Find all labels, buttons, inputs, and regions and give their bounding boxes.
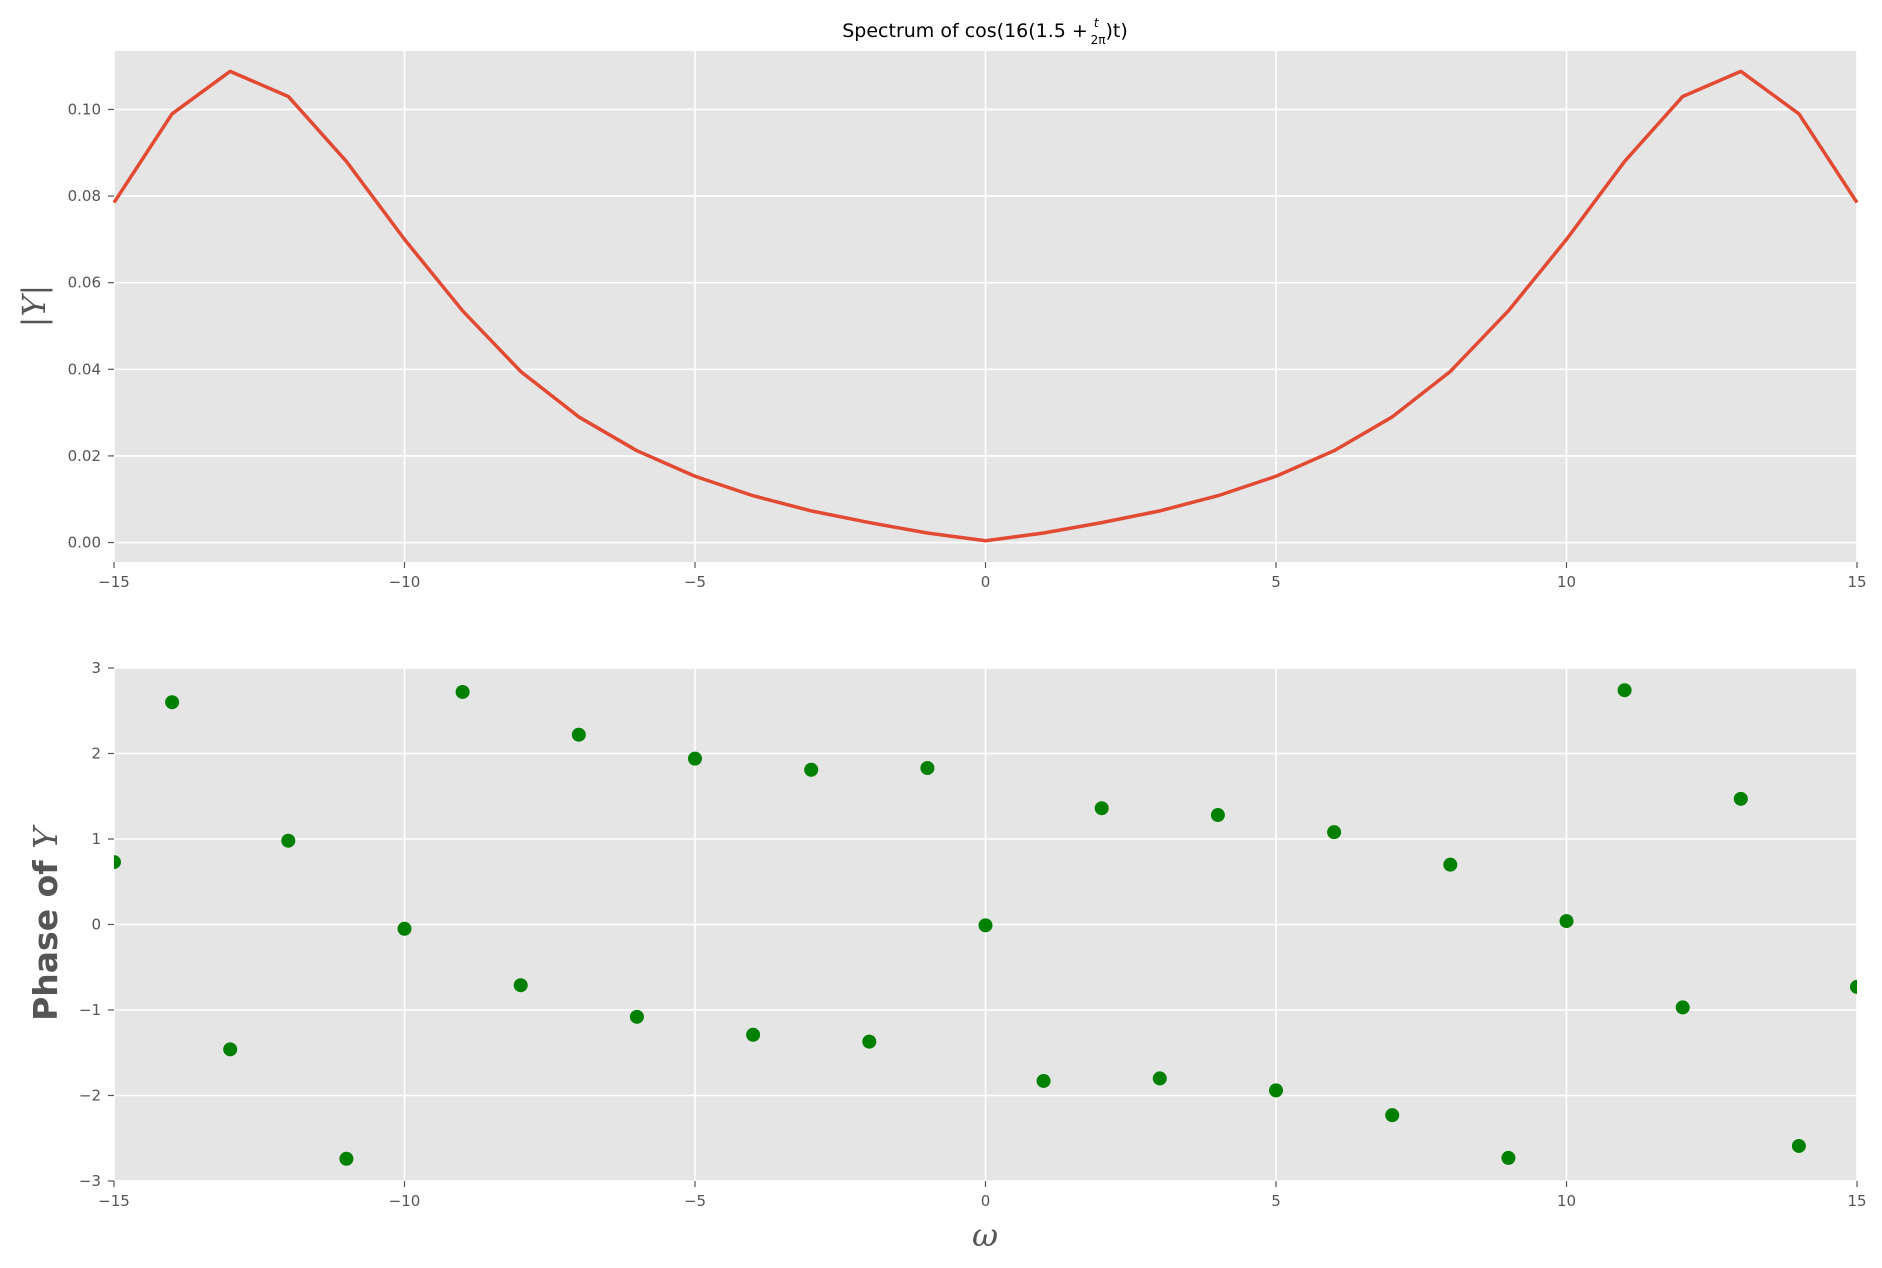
phase-point	[1327, 825, 1342, 840]
phase-point	[1443, 857, 1458, 872]
phase-point	[455, 684, 470, 699]
phase-point	[1850, 979, 1857, 994]
chart-title-frac-den: 2π	[1091, 33, 1106, 47]
phase-y-axis-label: Phase of Y	[26, 824, 65, 1021]
phase-point	[165, 695, 180, 710]
chart-title-prefix: Spectrum of cos(16(1.5 +	[842, 20, 1094, 42]
chart-title: Spectrum of cos(16(1.5 + t 2π)t)	[842, 16, 1128, 47]
phase-y-tick-label: −2	[79, 1087, 101, 1105]
phase-point	[1269, 1083, 1283, 1098]
phase-point	[1791, 1138, 1806, 1153]
phase-point	[920, 761, 935, 776]
phase-point	[746, 1027, 761, 1042]
magnitude-ticks: −15 −10 −5 0 5 10 15 0.00 0.02 0.04 0.06 0.08 0.10	[68, 100, 1867, 591]
magnitude-y-axis-label: |Y|	[15, 285, 53, 328]
phase-y-tick-label: 3	[91, 659, 101, 677]
phase-x-tick-label: −5	[684, 1192, 706, 1210]
phase-point	[1094, 801, 1109, 816]
phase-y-axis-label-symbol: Y	[26, 824, 65, 849]
magnitude-y-tick-label: 0.04	[68, 360, 101, 378]
phase-y-tick-label: 0	[91, 916, 101, 934]
phase-x-tick-label: −10	[389, 1192, 421, 1210]
magnitude-x-tick-label: −10	[389, 573, 421, 591]
magnitude-grid	[113, 51, 1858, 562]
phase-point	[281, 833, 296, 848]
phase-point	[629, 1009, 644, 1024]
magnitude-x-tick-label: 15	[1847, 573, 1866, 591]
chart-title-frac-num: t	[1094, 16, 1100, 30]
magnitude-x-tick-label: 0	[981, 573, 991, 591]
phase-point	[1036, 1073, 1051, 1088]
phase-point	[1559, 914, 1574, 929]
phase-x-tick-label: 10	[1557, 1192, 1576, 1210]
phase-point	[1385, 1108, 1400, 1123]
phase-point	[571, 727, 586, 742]
phase-point	[1501, 1150, 1516, 1165]
phase-point	[978, 918, 993, 933]
phase-point	[114, 855, 121, 870]
phase-y-tick-label: −1	[79, 1001, 101, 1019]
phase-x-tick-label: 15	[1847, 1192, 1866, 1210]
magnitude-x-tick-label: −15	[98, 573, 130, 591]
phase-series	[114, 683, 1857, 1166]
magnitude-line	[112, 69, 1859, 543]
phase-point	[339, 1151, 354, 1166]
magnitude-y-tick-label: 0.00	[68, 534, 101, 552]
phase-point	[1152, 1071, 1167, 1086]
phase-y-tick-label: −3	[79, 1172, 101, 1190]
phase-point	[804, 762, 819, 777]
phase-point	[397, 921, 412, 936]
phase-point	[688, 751, 702, 766]
magnitude-panel: −15 −10 −5 0 5 10 15 0.00 0.02 0.04 0.06 0.08 0.10 |…	[15, 51, 1867, 591]
phase-point	[1675, 1000, 1690, 1015]
magnitude-series	[112, 69, 1859, 543]
magnitude-y-tick-label: 0.08	[68, 187, 101, 205]
phase-point	[223, 1042, 238, 1057]
phase-y-axis-label-text: Phase of	[26, 849, 65, 1021]
phase-point	[513, 978, 528, 993]
phase-point	[862, 1034, 877, 1049]
phase-y-tick-label: 1	[91, 830, 101, 848]
phase-x-tick-label: −15	[98, 1192, 130, 1210]
phase-point	[1617, 683, 1632, 698]
magnitude-y-tick-label: 0.06	[68, 274, 101, 292]
magnitude-x-tick-label: 10	[1557, 573, 1576, 591]
magnitude-x-tick-label: 5	[1271, 573, 1281, 591]
magnitude-y-tick-label: 0.10	[68, 100, 101, 118]
magnitude-x-tick-label: −5	[684, 573, 706, 591]
phase-x-tick-label: 5	[1271, 1192, 1281, 1210]
phase-y-tick-label: 2	[91, 745, 101, 763]
magnitude-y-tick-label: 0.02	[68, 447, 101, 465]
phase-x-axis-label: ω	[972, 1216, 998, 1254]
phase-x-tick-label: 0	[981, 1192, 991, 1210]
phase-point	[1210, 808, 1225, 823]
phase-point	[1733, 791, 1748, 806]
chart-title-suffix: )t)	[1105, 20, 1127, 42]
